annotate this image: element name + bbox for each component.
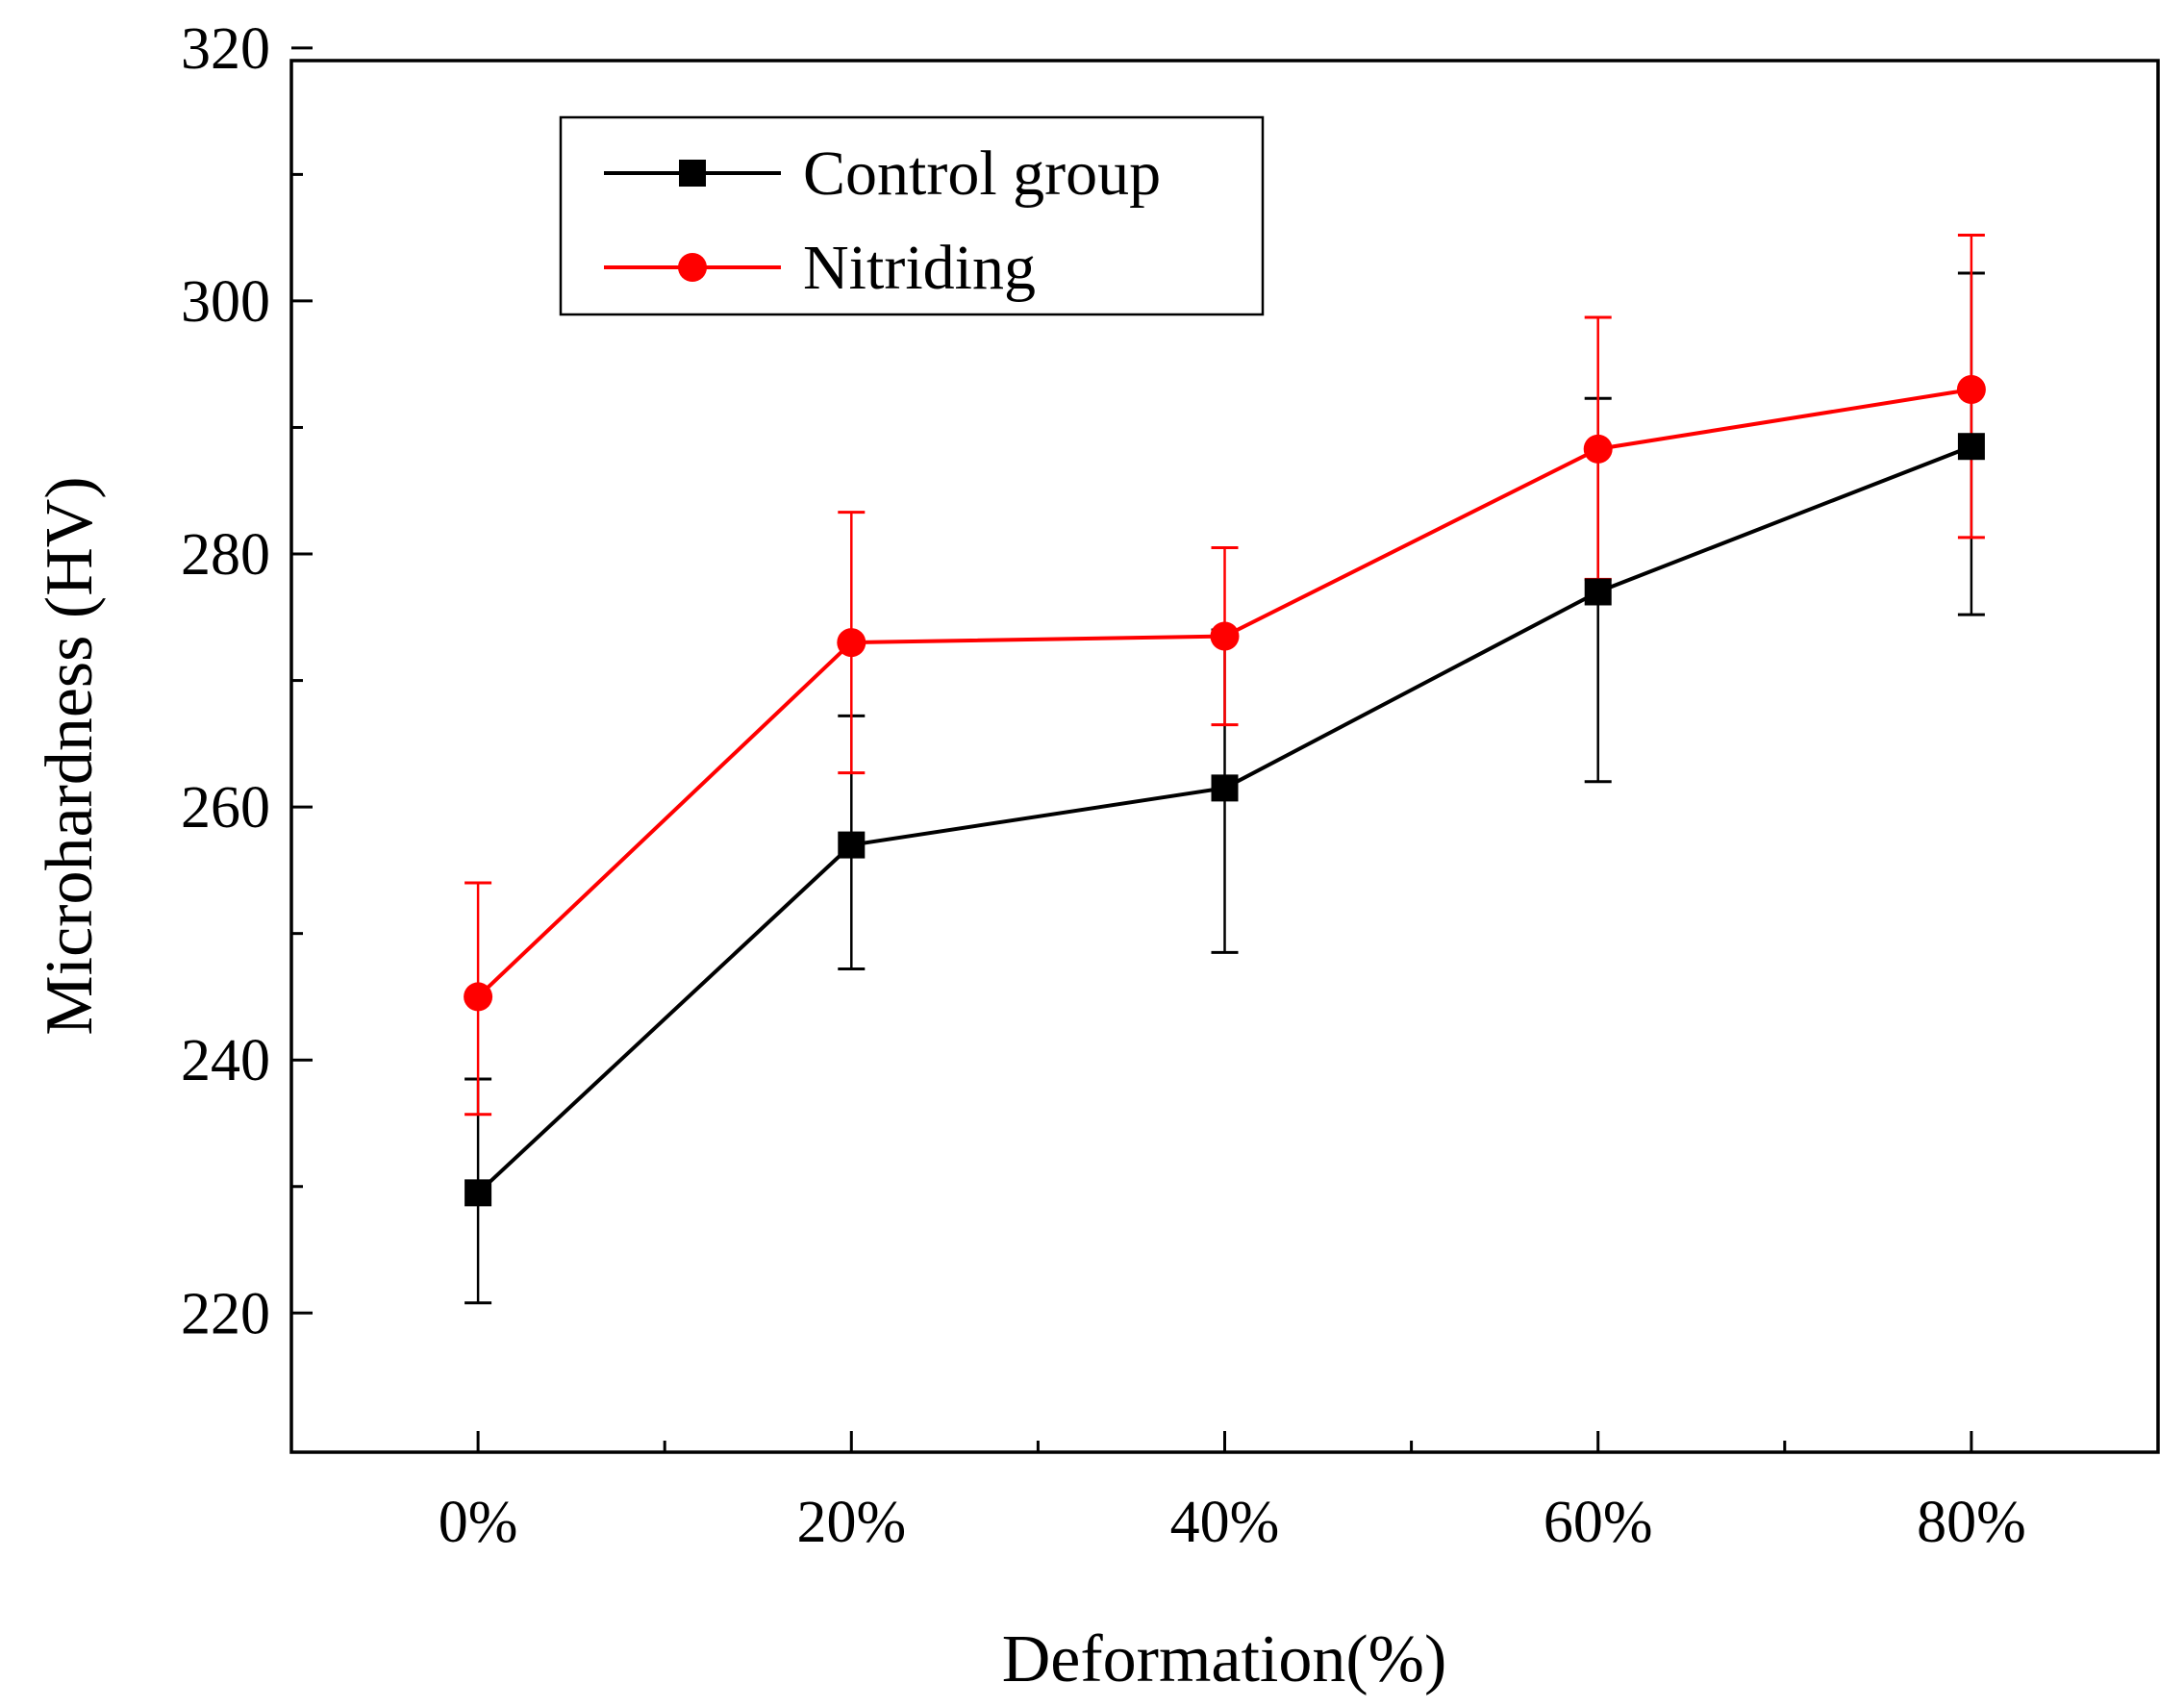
y-tick-label: 300 [181, 269, 270, 335]
x-axis-label: Deformation(%) [1002, 1622, 1447, 1696]
x-tick-label: 40% [1170, 1490, 1280, 1555]
legend: Control group Nitriding [559, 115, 1265, 316]
data-point-square [1957, 433, 1985, 461]
x-tick-label: 80% [1917, 1490, 2026, 1555]
legend-label: Control group [803, 138, 1161, 209]
y-tick-label: 260 [181, 775, 270, 841]
y-tick-label: 240 [181, 1028, 270, 1093]
y-tick-label: 220 [181, 1281, 270, 1346]
data-point-circle [1956, 375, 1986, 405]
y-tick-label: 320 [181, 16, 270, 82]
y-axis-label: Microhardness (HV) [33, 476, 107, 1035]
data-point-circle [464, 982, 493, 1012]
data-point-circle [1210, 621, 1240, 651]
data-series [464, 375, 1986, 1207]
axis-ticks: 220 240 260 280 300 320 0% 20% 40% 60% 80% [181, 16, 2026, 1555]
data-point-square [838, 831, 866, 859]
y-tick-label: 280 [181, 522, 270, 588]
legend-box [559, 115, 1265, 316]
data-point-square [1211, 774, 1239, 802]
data-point-circle [1583, 434, 1613, 464]
data-point-circle [837, 628, 866, 658]
legend-marker [678, 253, 707, 282]
x-tick-label: 60% [1544, 1490, 1653, 1555]
data-point-square [464, 1179, 492, 1207]
x-tick-label: 0% [439, 1490, 518, 1555]
data-point-square [1584, 578, 1612, 606]
error-bars [464, 234, 1985, 1305]
legend-marker [679, 160, 706, 187]
legend-label: Nitriding [803, 233, 1036, 303]
x-tick-label: 20% [796, 1490, 906, 1555]
